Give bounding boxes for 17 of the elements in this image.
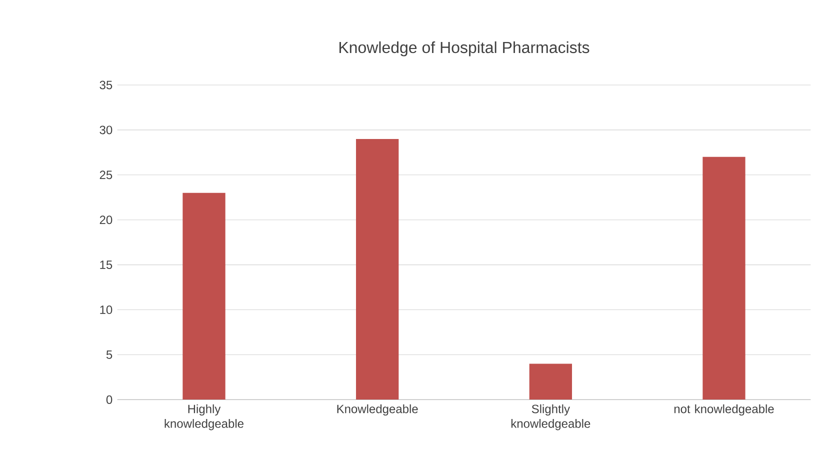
y-tick-label: 30	[100, 126, 112, 134]
y-tick-label: 15	[100, 260, 112, 270]
y-tick-label: 25	[100, 170, 112, 180]
x-tick-label: Knowledgeable	[337, 404, 418, 416]
x-tick-label: not knowledgeable	[674, 404, 774, 416]
x-tick-label: Highly knowledgeable	[164, 404, 244, 430]
bar	[182, 192, 226, 400]
y-tick-label: 0	[106, 395, 112, 404]
bar	[529, 364, 572, 400]
y-tick-label: 10	[100, 306, 112, 314]
y-tick-label: 5	[106, 350, 112, 359]
chart-title: Knowledge of Hospital Pharmacists	[339, 41, 590, 56]
y-tick-label: 35	[100, 80, 112, 90]
x-tick-label: Slightly knowledgeable	[511, 404, 590, 430]
bar	[356, 138, 399, 400]
bar	[702, 156, 746, 400]
y-tick-label: 20	[100, 216, 112, 224]
